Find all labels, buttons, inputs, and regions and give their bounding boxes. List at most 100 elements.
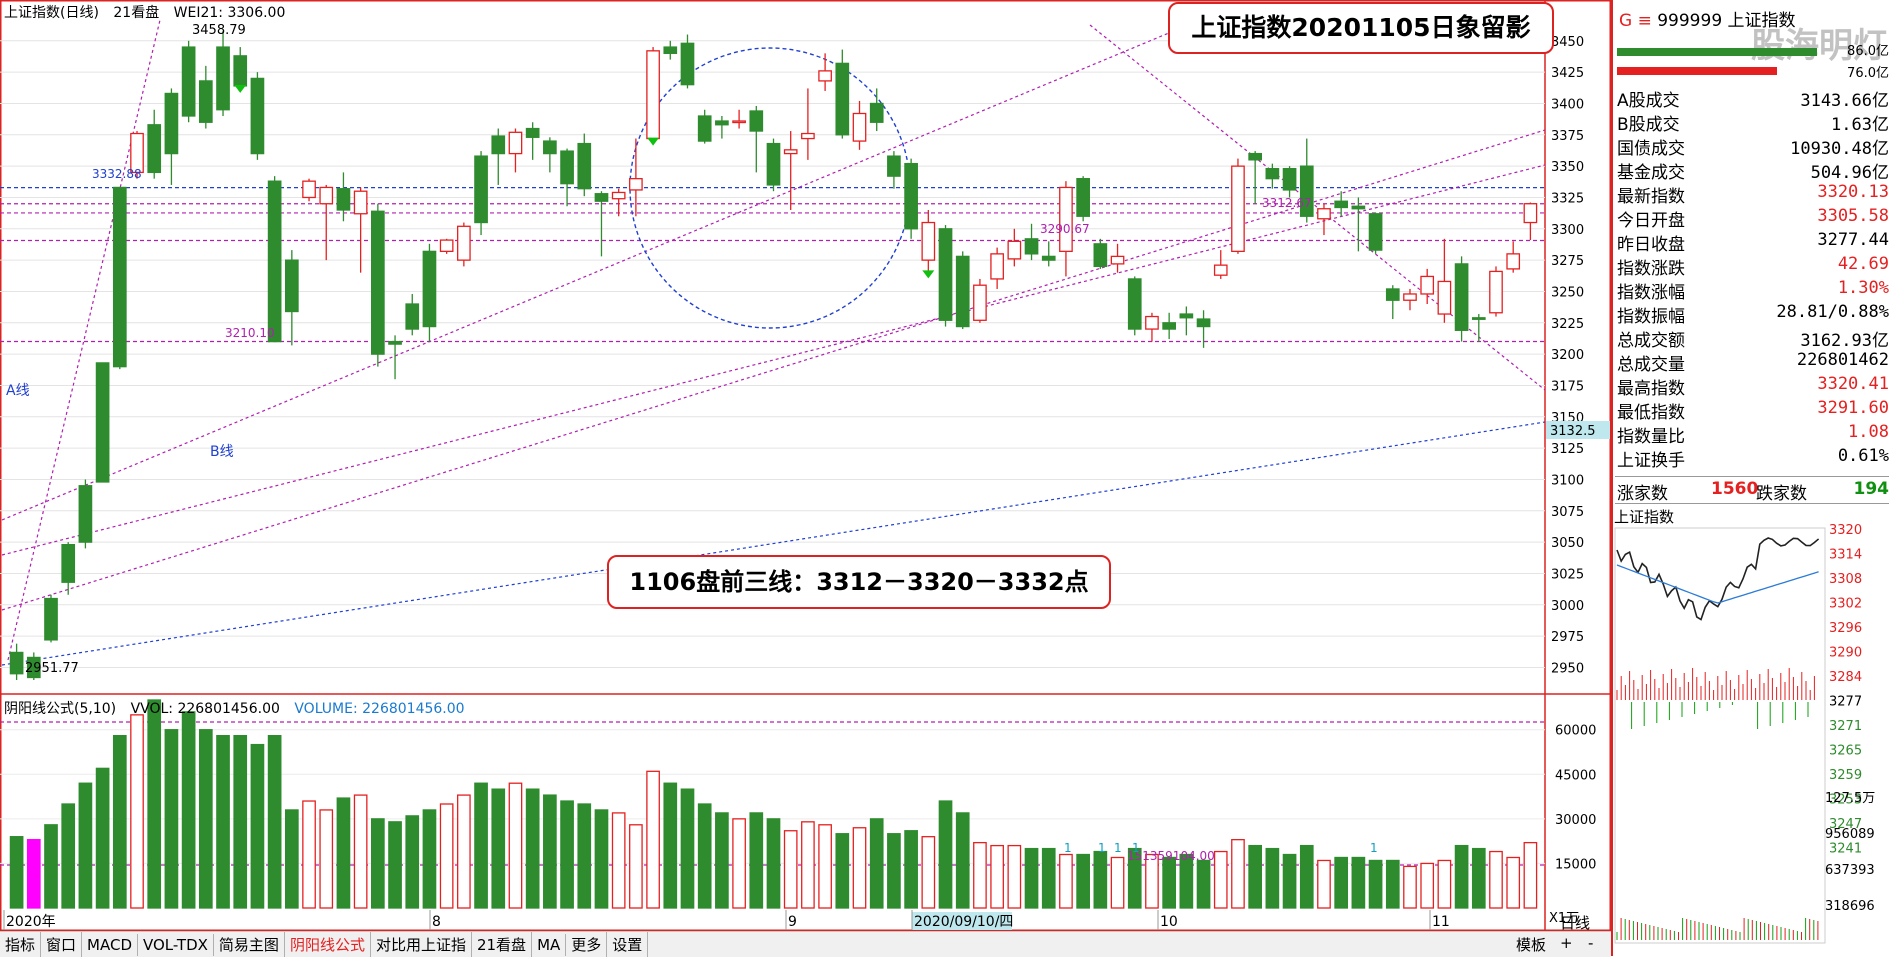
candle-body — [869, 102, 884, 123]
a-line-label: A线 — [6, 383, 30, 399]
candle-body — [1127, 278, 1142, 330]
candle-body — [818, 70, 832, 82]
volume-bar — [955, 812, 970, 909]
candle-body — [302, 180, 316, 199]
quote-row: 指数涨跌 42.69 — [1615, 254, 1889, 279]
volume-bar — [439, 803, 454, 909]
code-text: 999999 上证指数 — [1657, 11, 1796, 31]
toolbar-item[interactable]: MA — [532, 934, 567, 956]
toolbar-item[interactable]: 简易主图 — [214, 932, 285, 957]
volume-bar — [1093, 850, 1108, 909]
volume-bar — [818, 824, 832, 909]
volume-bar — [1351, 856, 1366, 909]
tick-one-1: 1 — [1098, 841, 1106, 855]
quote-row: 最新指数 3320.13 — [1615, 182, 1889, 207]
volume-bar — [594, 809, 609, 909]
tick-one-0: 1 — [1064, 841, 1072, 855]
period-label[interactable]: 21看盘 — [113, 5, 160, 21]
quote-row: 最低指数 3291.60 — [1615, 398, 1889, 423]
candle-body — [1059, 186, 1073, 253]
volume-bar — [680, 788, 695, 909]
price-tick-label: 3350 — [1551, 160, 1584, 175]
mini-scale-label: 3259 — [1829, 768, 1862, 783]
candle-body — [594, 193, 609, 202]
quote-row: 基金成交 504.96亿 — [1615, 158, 1889, 183]
mini-scale-label: 3302 — [1829, 597, 1862, 612]
level-3332-label: 3332.88 — [92, 167, 142, 181]
volume-bar — [1041, 847, 1056, 909]
quote-label: 总成交额 — [1617, 331, 1685, 351]
price-tick-label: 3375 — [1551, 129, 1584, 144]
volume-bar — [990, 844, 1004, 909]
volume-bar — [801, 821, 815, 909]
quote-label: 指数量比 — [1617, 427, 1685, 447]
price-tick-label: 3100 — [1551, 473, 1584, 488]
period-button[interactable]: 日线 — [1560, 914, 1591, 932]
volume-bar — [44, 824, 58, 909]
candle-body — [715, 120, 729, 126]
candle-body — [198, 80, 213, 123]
toolbar-item[interactable]: 设置 — [607, 932, 649, 957]
volume-bar — [26, 839, 41, 909]
candle-body — [1041, 255, 1056, 261]
toolbar-item[interactable]: 更多 — [566, 932, 608, 957]
candle-body — [766, 142, 781, 186]
price-tick-label: 3000 — [1551, 599, 1584, 614]
volume-bar — [904, 830, 918, 909]
candle-body — [284, 259, 299, 313]
price-tick-label: 2975 — [1551, 630, 1584, 645]
level-3210-label: 3210.10 — [225, 326, 275, 340]
toolbar-item[interactable]: MACD — [82, 934, 138, 956]
toolbar-item[interactable]: 21看盘 — [472, 932, 533, 957]
candle-body — [1231, 165, 1245, 253]
price-tick-label: 3450 — [1551, 35, 1584, 50]
toolbar-item[interactable]: 窗口 — [41, 932, 83, 957]
price-tick-label: 3425 — [1551, 66, 1584, 81]
trend-line-0 — [1, 421, 1546, 666]
volume-bar — [1420, 862, 1435, 909]
candle-body — [9, 651, 24, 675]
candle-body — [1179, 313, 1194, 319]
main-chart[interactable]: 2950297530003025305030753100312531503175… — [0, 0, 1611, 931]
quote-label: 总成交量 — [1617, 355, 1685, 375]
quote-row: 指数振幅 28.81/0.88% — [1615, 302, 1889, 327]
zoom-in-button[interactable]: + — [1560, 934, 1573, 952]
candle-body — [508, 131, 523, 155]
price-tick-label: 3325 — [1551, 191, 1584, 206]
volume-bar — [1231, 839, 1245, 909]
mini-scale-label: 3320 — [1829, 523, 1862, 538]
quote-value: 504.96亿 — [1810, 163, 1889, 183]
volume-bar — [1110, 856, 1125, 909]
candle-body — [1076, 178, 1090, 217]
template-button[interactable]: 模板 — [1516, 936, 1547, 954]
high-label: 3458.79 — [192, 23, 246, 38]
toolbar-item[interactable]: 阴阳线公式 — [285, 932, 371, 957]
x-axis-label: 2020年 — [6, 914, 56, 930]
mini-scale-label: 3241 — [1829, 842, 1862, 857]
mini-average-line — [1616, 564, 1819, 604]
candle-body — [267, 180, 282, 343]
tick-one-4: 1 — [1370, 841, 1378, 855]
zoom-out-button[interactable]: - — [1588, 934, 1594, 952]
candle-body — [405, 303, 420, 330]
candle-body — [835, 62, 850, 136]
toolbar-item[interactable]: VOL-TDX — [138, 934, 214, 956]
up-count: 1560 — [1711, 479, 1759, 499]
candle-body — [1317, 208, 1331, 220]
volume-bar — [1179, 853, 1194, 909]
mini-frame — [1614, 527, 1826, 944]
candle-body — [646, 50, 660, 140]
toolbar-item[interactable]: 指标 — [0, 932, 42, 957]
quote-value: 3305.58 — [1817, 206, 1889, 226]
quote-label: 指数涨幅 — [1617, 283, 1685, 303]
volume-tick-label: 60000 — [1555, 724, 1596, 739]
candle-body — [371, 210, 385, 355]
candle-body — [1437, 280, 1452, 315]
quote-row: 国债成交 10930.48亿 — [1615, 134, 1889, 159]
toolbar-item[interactable]: 对比用上证指 — [371, 932, 472, 957]
quote-row: 指数量比 1.08 — [1615, 422, 1889, 447]
candle-body — [1351, 205, 1366, 210]
volume-bar — [783, 830, 798, 909]
mini-intraday-chart[interactable]: 3320 3314 3308 3302 3296 3290 3284 3277 3271 3265… — [1613, 520, 1891, 945]
volume-bar — [973, 841, 987, 909]
